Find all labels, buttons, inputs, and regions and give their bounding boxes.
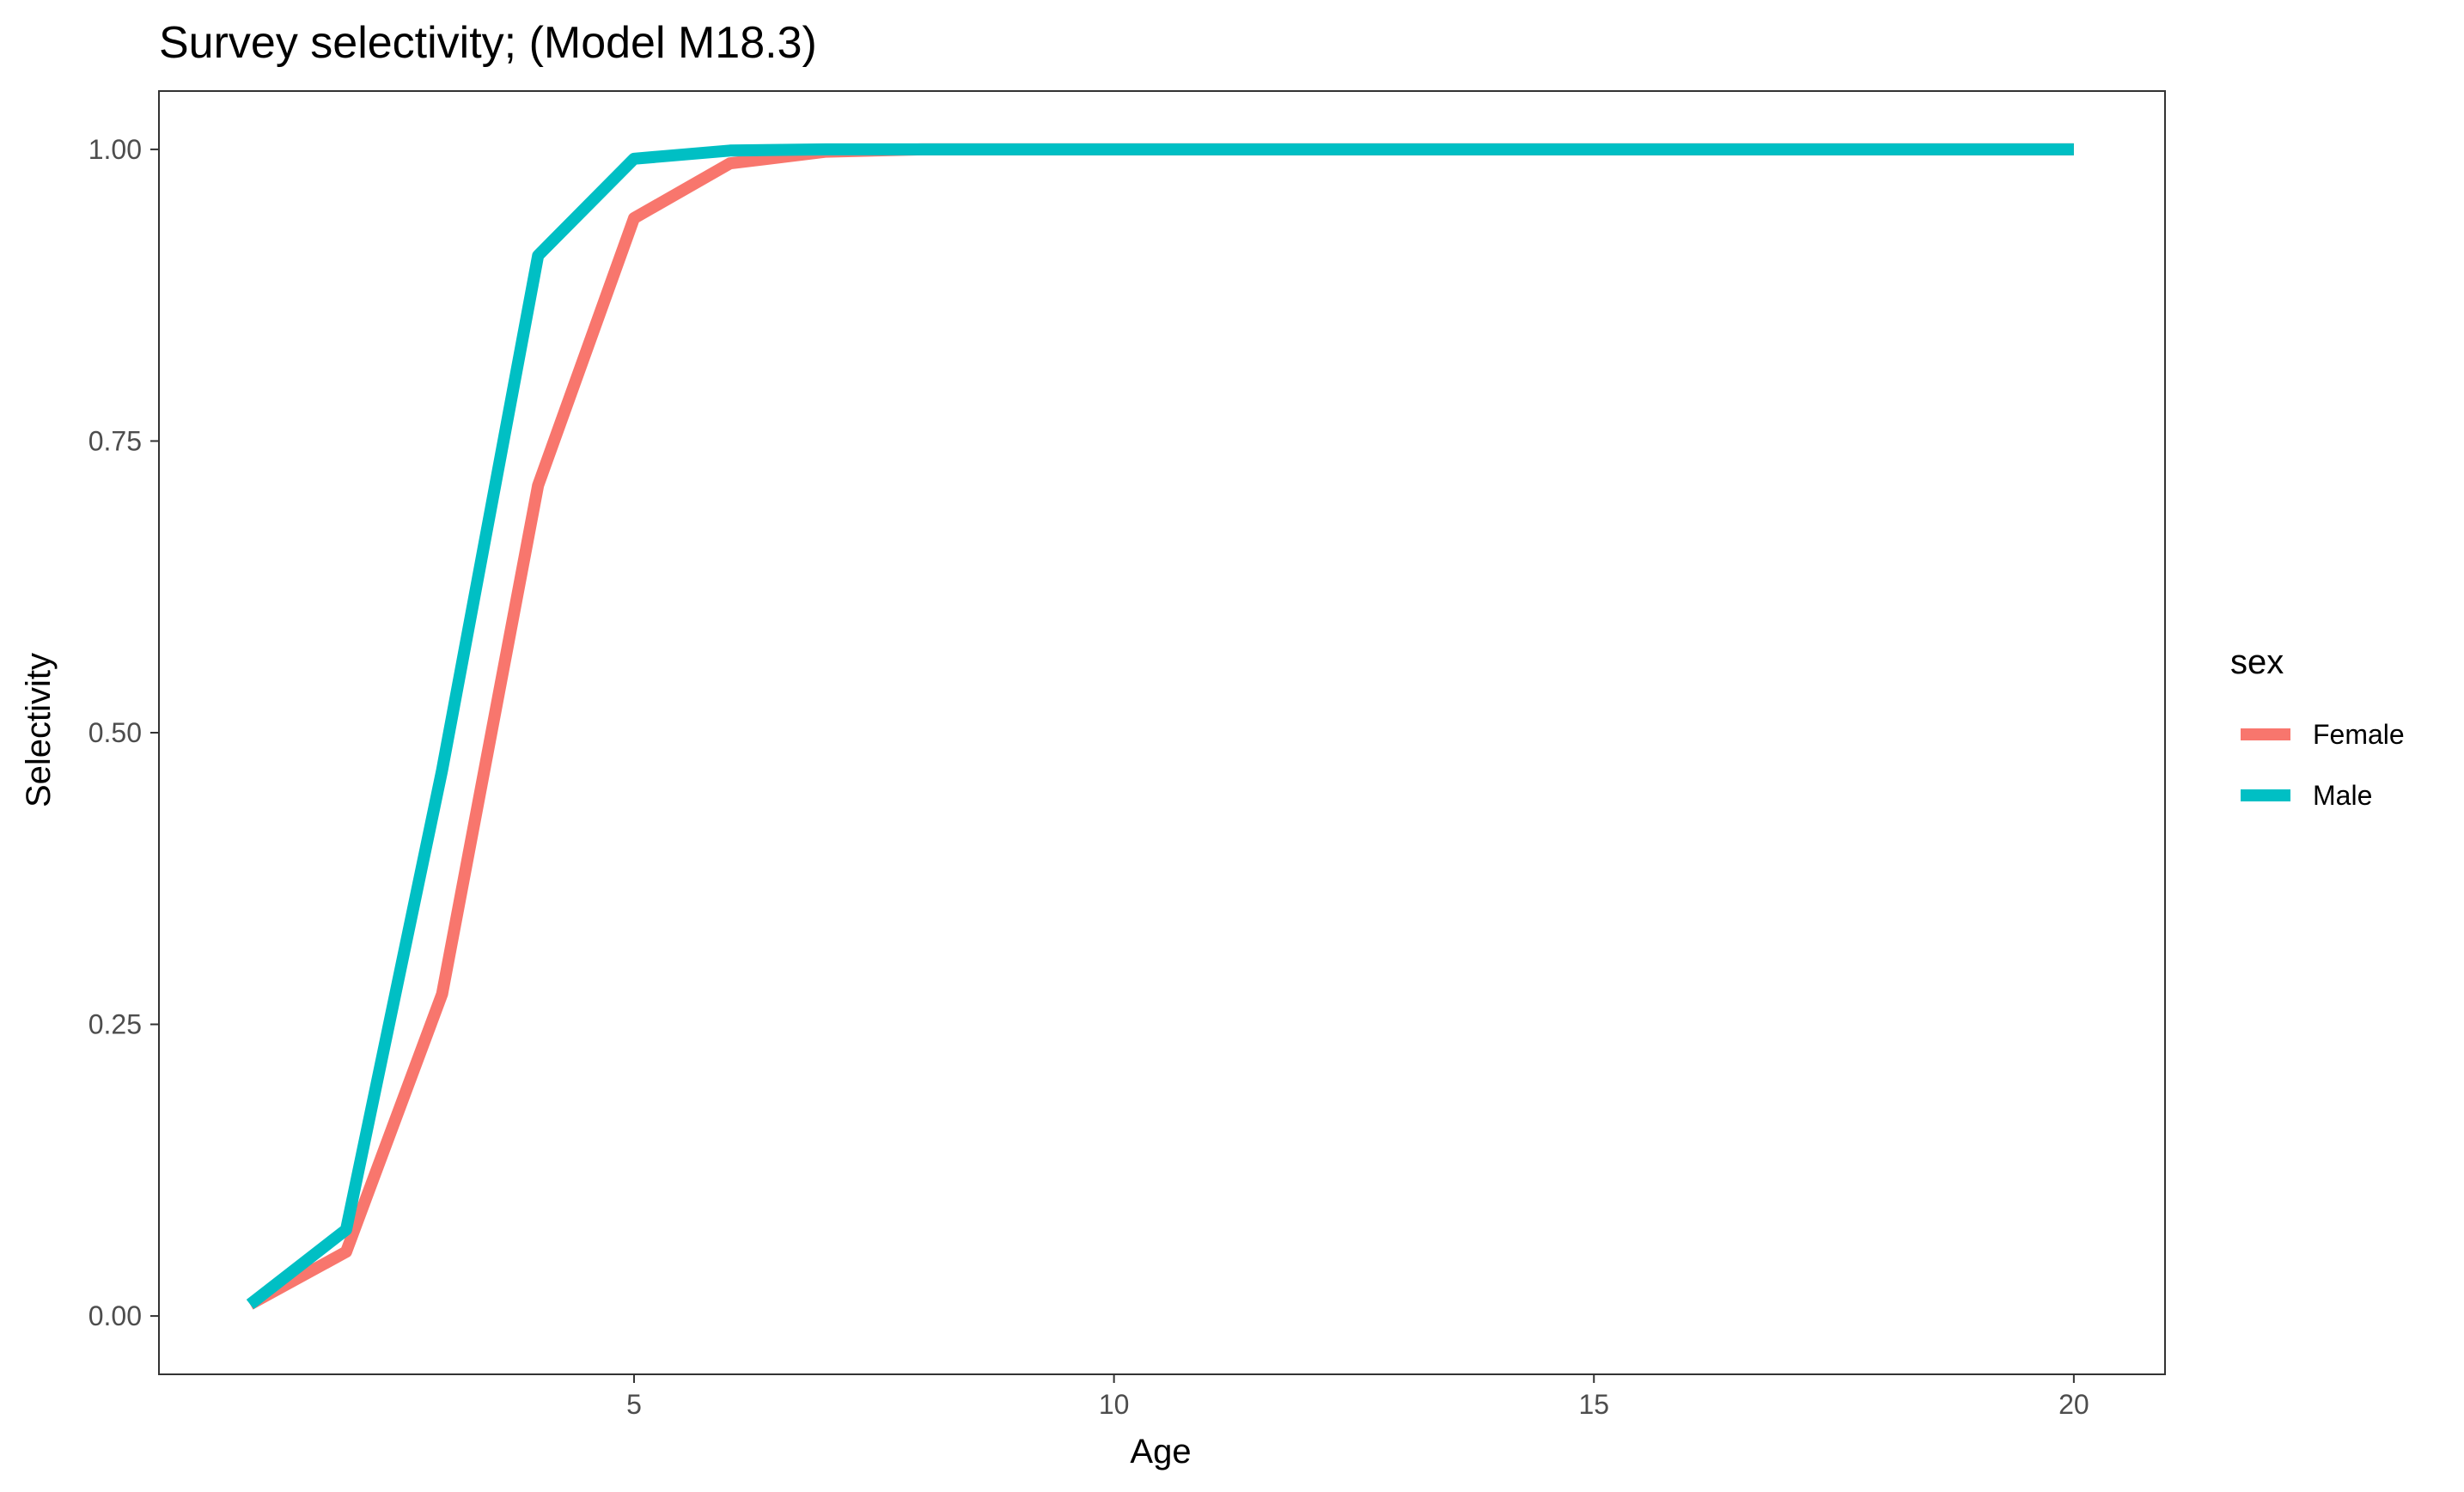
y-tick-label: 0.75	[88, 425, 142, 456]
y-tick-label: 1.00	[88, 134, 142, 165]
plot-panel	[158, 90, 2166, 1375]
legend-label-male: Male	[2313, 780, 2372, 811]
legend-label-female: Female	[2313, 719, 2405, 750]
panel-border	[158, 90, 2166, 1375]
legend-title: sex	[2230, 643, 2284, 681]
series-lines	[246, 143, 2074, 1310]
x-tick-label: 10	[1099, 1389, 1130, 1420]
y-tick-label: 0.50	[88, 717, 142, 748]
y-tick-label: 0.25	[88, 1009, 142, 1040]
x-axis-title: Age	[1130, 1433, 1191, 1471]
y-tick-label: 0.00	[88, 1300, 142, 1331]
series-line-male	[246, 143, 2074, 1310]
legend: sex Female Male	[2230, 643, 2405, 811]
y-axis-title: Selectivity	[20, 653, 58, 807]
x-tick-label: 15	[1578, 1389, 1609, 1420]
x-axis: 5 10 15 20	[626, 1374, 2089, 1420]
chart-title: Survey selectivity; (Model M18.3)	[159, 18, 817, 68]
x-tick-label: 20	[2058, 1389, 2089, 1420]
y-axis: 0.00 0.25 0.50 0.75 1.00	[88, 134, 159, 1331]
x-tick-label: 5	[626, 1389, 642, 1420]
